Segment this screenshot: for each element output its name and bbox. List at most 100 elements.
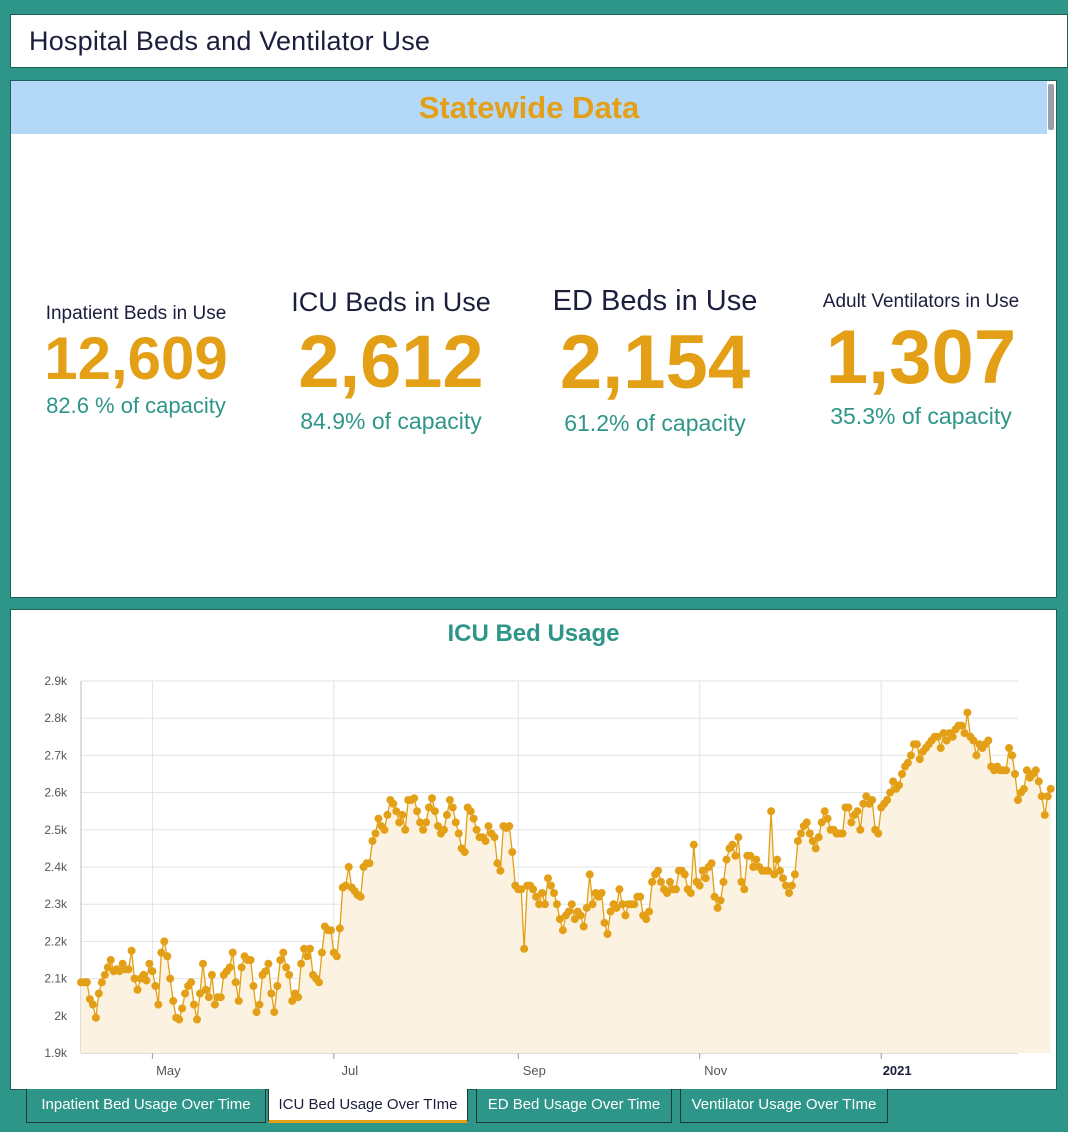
data-point xyxy=(898,770,906,778)
data-point xyxy=(294,993,303,1002)
data-point xyxy=(731,851,740,860)
data-point xyxy=(481,837,490,845)
data-point xyxy=(698,866,707,875)
data-point xyxy=(103,963,112,972)
data-point xyxy=(160,937,169,946)
series-area xyxy=(81,712,1051,1053)
data-point xyxy=(707,859,716,868)
stat-value: 2,612 xyxy=(298,320,484,403)
data-point xyxy=(187,978,196,987)
data-point xyxy=(612,903,621,912)
data-point xyxy=(597,889,606,897)
data-point xyxy=(710,892,719,901)
stat-icu-beds: ICU Beds in Use 2,612 84.9% of capacity xyxy=(277,287,505,435)
data-point xyxy=(1002,766,1011,775)
tab-icu-bed-usage[interactable]: ICU Bed Usage Over TIme xyxy=(268,1089,468,1123)
data-point xyxy=(282,963,291,972)
data-point xyxy=(603,930,612,938)
data-point xyxy=(448,803,457,812)
data-point xyxy=(276,956,285,964)
data-point xyxy=(532,892,541,901)
data-point xyxy=(237,963,246,972)
tab-inpatient-bed-usage[interactable]: Inpatient Bed Usage Over Time xyxy=(26,1089,266,1123)
data-point xyxy=(785,889,793,897)
data-point xyxy=(434,822,442,831)
data-point xyxy=(737,877,746,886)
data-point xyxy=(544,874,552,883)
stat-value: 2,154 xyxy=(559,320,751,405)
data-point xyxy=(145,959,154,968)
data-point xyxy=(1031,766,1040,775)
data-point xyxy=(606,907,615,916)
tab-ventilator-usage[interactable]: Ventilator Usage Over TIme xyxy=(680,1089,888,1123)
y-tick-label: 2.8k xyxy=(44,711,68,725)
statewide-panel[interactable]: Statewide Data Inpatient Beds in Use 12,… xyxy=(10,80,1057,598)
data-point xyxy=(621,911,630,920)
data-point xyxy=(508,848,517,857)
data-point xyxy=(383,810,392,819)
data-point xyxy=(716,896,725,905)
data-point xyxy=(957,721,966,730)
stat-capacity: 84.9% of capacity xyxy=(300,408,482,434)
data-point xyxy=(570,915,579,924)
y-tick-label: 2.6k xyxy=(44,786,68,800)
data-point xyxy=(576,911,585,920)
data-point xyxy=(157,948,166,957)
data-point xyxy=(252,1008,261,1017)
data-point xyxy=(734,833,743,842)
data-point xyxy=(671,885,680,894)
data-point xyxy=(1043,792,1052,801)
data-point xyxy=(680,870,689,879)
stat-label: Adult Ventilators in Use xyxy=(822,291,1020,312)
data-point xyxy=(749,863,758,871)
data-point xyxy=(374,814,383,823)
data-point xyxy=(190,1000,198,1009)
data-point xyxy=(419,825,428,834)
data-point xyxy=(207,970,216,979)
data-point xyxy=(906,751,915,760)
data-point xyxy=(663,889,671,897)
data-point xyxy=(790,870,799,879)
stat-ed-beds: ED Beds in Use 2,154 61.2% of capacity xyxy=(537,285,773,437)
data-point xyxy=(315,978,323,987)
data-point xyxy=(767,807,776,816)
data-point xyxy=(550,889,558,897)
data-point xyxy=(517,885,526,894)
x-tick-label: Nov xyxy=(704,1063,728,1078)
data-point xyxy=(615,885,624,894)
data-point xyxy=(151,982,160,990)
data-point xyxy=(454,829,463,838)
data-point xyxy=(181,989,190,998)
data-point xyxy=(948,732,957,741)
data-point xyxy=(859,799,868,808)
data-point xyxy=(645,907,654,916)
stat-value: 1,307 xyxy=(825,315,1017,400)
data-point xyxy=(862,792,871,801)
data-point xyxy=(793,837,802,845)
x-tick-label: Jul xyxy=(342,1063,359,1078)
tab-ed-bed-usage[interactable]: ED Bed Usage Over Time xyxy=(476,1089,672,1123)
y-tick-label: 1.9k xyxy=(44,1046,68,1060)
data-point xyxy=(787,881,796,890)
data-point xyxy=(332,952,341,961)
data-point xyxy=(838,829,847,838)
icu-bed-usage-chart[interactable]: 1.9k 2k 2.1k 2.2k 2.3k 2.4k 2.5k 2.6k 2.7k 2.8k 2.… xyxy=(11,610,1056,1089)
data-point xyxy=(210,1000,219,1009)
data-point xyxy=(588,900,597,909)
data-point xyxy=(820,807,829,816)
stat-adult-ventilators: Adult Ventilators in Use 1,307 35.3% of … xyxy=(807,291,1035,430)
data-point xyxy=(535,900,544,909)
data-point xyxy=(422,818,431,827)
data-point xyxy=(163,952,172,961)
data-point xyxy=(335,924,344,933)
data-point xyxy=(466,807,475,816)
data-point xyxy=(94,989,103,998)
data-point xyxy=(689,840,698,849)
panel-scrollbar[interactable] xyxy=(1048,84,1054,130)
data-point xyxy=(175,1015,184,1024)
chart-title: ICU Bed Usage xyxy=(447,620,620,647)
data-point xyxy=(285,970,294,979)
app-header: Hospital Beds and Ventilator Use xyxy=(10,14,1068,68)
data-point xyxy=(547,881,555,890)
data-point xyxy=(972,751,981,760)
